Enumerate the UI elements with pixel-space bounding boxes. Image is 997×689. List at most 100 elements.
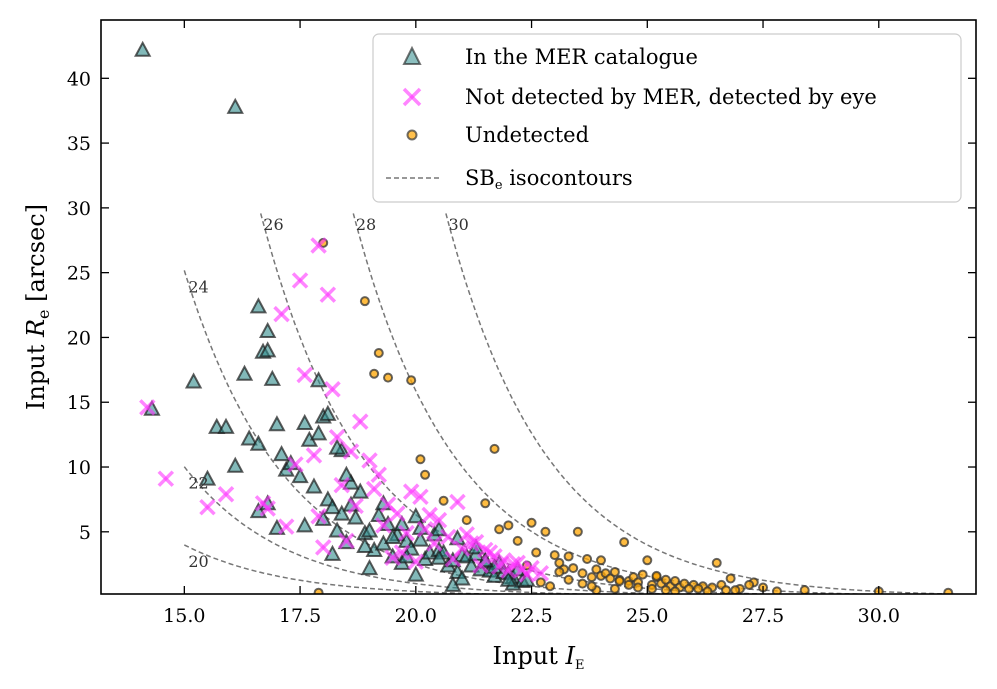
x-axis-title-prefix: Input: [492, 642, 565, 670]
undetected-point: [711, 557, 722, 568]
eye-detected-point: [338, 532, 355, 550]
eye-detected-point: [287, 456, 304, 473]
undetected-point: [614, 576, 625, 587]
undetected-point: [771, 586, 782, 594]
mer-catalogue-point: [249, 297, 268, 314]
legend-label-eye: Not detected by MER, detected by eye: [465, 85, 877, 109]
eye-detected-point: [291, 272, 309, 289]
undetected-point: [609, 566, 620, 577]
eye-detected-point: [416, 520, 434, 538]
eye-detected-point-stroke: [532, 565, 550, 582]
mer-catalogue-point: [383, 527, 402, 544]
eye-detected-point-stroke: [421, 506, 438, 524]
mer-catalogue-point: [309, 371, 328, 388]
eye-detected-point-stroke: [291, 272, 309, 289]
eye-detected-point: [333, 476, 350, 494]
eye-detected-point-stroke: [467, 533, 485, 551]
eye-detected-point: [296, 366, 313, 384]
eye-detected-point: [361, 452, 378, 469]
eye-detected-point: [347, 497, 364, 515]
eye-detected-point: [389, 505, 406, 522]
mer-catalogue-point: [323, 498, 342, 515]
mer-catalogue-point: [217, 417, 235, 434]
tick-layer: 15.0 17.5 20.0 22.5 25.0 27.5 30.0 5 10 15 20 25 30 3…: [67, 20, 976, 627]
mer-catalogue-point: [328, 438, 346, 455]
mer-catalogue-point: [356, 536, 374, 554]
mer-catalogue-point: [346, 508, 365, 525]
undetected-point: [619, 537, 630, 548]
y-tick-label: 15: [67, 392, 91, 414]
mer-catalogue-point: [268, 415, 286, 432]
eye-detected-point-stroke: [518, 566, 536, 583]
undetected-point: [415, 454, 426, 465]
undetected-point: [359, 296, 370, 307]
x-tick-label: 27.5: [742, 605, 784, 627]
eye-detected-point: [490, 558, 508, 576]
undetected-point: [670, 586, 681, 594]
legend-label-isocontours-subscript: e: [495, 178, 503, 193]
eye-detected-point-stroke: [412, 488, 429, 506]
eye-detected-point: [273, 305, 290, 323]
y-tick-label: 10: [67, 457, 91, 479]
legend-triangle-icon: [402, 45, 422, 65]
legend: In the MER catalogue Not detected by MER…: [372, 33, 962, 203]
y-axis-title-subscript: e: [34, 309, 53, 318]
eye-detected-point-stroke: [347, 497, 364, 515]
eye-detected-point: [157, 470, 175, 487]
eye-detected-point: [407, 553, 425, 570]
eye-detected-point-stroke: [389, 505, 406, 522]
mer-catalogue-point: [430, 548, 448, 565]
undetected-point: [730, 585, 741, 594]
eye-detected-point-stroke: [199, 498, 216, 516]
undetected-point: [721, 585, 731, 594]
mer-catalogue-point: [198, 469, 217, 486]
x-axis-title-symbol: I: [565, 642, 576, 670]
undetected-point: [438, 495, 449, 506]
mer-catalogue-point: [272, 444, 291, 462]
undetected-point: [420, 469, 431, 480]
x-tick-label: 20.0: [395, 605, 437, 627]
undetected-point: [582, 554, 593, 565]
mer-catalogue-point: [309, 424, 328, 441]
eye-detected-point: [426, 535, 443, 552]
mer-catalogue-point: [407, 507, 425, 524]
mer-catalogue-point: [133, 40, 152, 57]
eye-detected-point-stroke: [277, 518, 295, 535]
eye-detected-point: [449, 493, 466, 511]
isocontour-line: [445, 213, 974, 594]
y-tick-label: 35: [67, 133, 91, 155]
eye-detected-point: [314, 539, 332, 556]
eye-detected-point: [324, 381, 341, 398]
eye-detected-point-stroke: [139, 399, 156, 416]
eye-detected-point-stroke: [287, 456, 304, 473]
eye-detected-point: [342, 443, 360, 460]
eye-detected-point: [277, 518, 295, 535]
eye-detected-point: [328, 428, 346, 446]
mer-catalogue-point: [291, 466, 309, 484]
eye-detected-point: [310, 237, 327, 254]
eye-detected-point-stroke: [481, 544, 499, 561]
x-tick-label: 17.5: [279, 605, 321, 627]
undetected-point: [605, 573, 616, 584]
mer-catalogue-point: [351, 482, 369, 499]
eye-detected-point-stroke: [361, 452, 378, 469]
undetected-point: [725, 573, 736, 584]
eye-detected-point-stroke: [402, 483, 420, 500]
eye-detected-point-stroke: [384, 549, 401, 566]
eye-detected-point: [259, 500, 276, 517]
eye-detected-point: [518, 566, 536, 583]
y-tick-label: 5: [79, 522, 91, 544]
legend-label-mer: In the MER catalogue: [465, 45, 698, 69]
eye-detected-point-stroke: [310, 508, 327, 525]
undetected-point: [406, 375, 417, 386]
undetected-point: [503, 520, 514, 531]
undetected-point: [642, 555, 653, 566]
undetected-point: [531, 547, 542, 558]
eye-detected-point-stroke: [472, 557, 489, 574]
eye-detected-point-stroke: [310, 237, 327, 254]
mer-catalogue-point: [411, 530, 430, 547]
plot-frame: [100, 19, 977, 595]
undetected-point: [313, 587, 324, 594]
mer-catalogue-point: [305, 477, 323, 494]
